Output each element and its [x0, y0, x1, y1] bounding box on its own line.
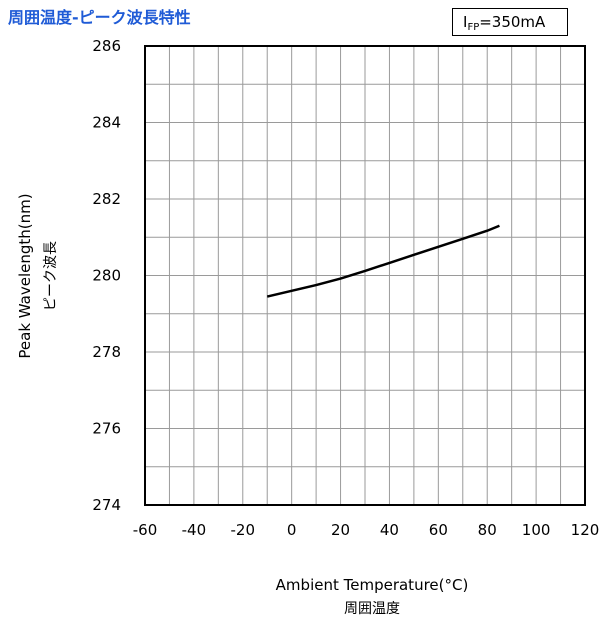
series-line	[266, 224, 500, 298]
y-tick-label: 280	[92, 267, 121, 285]
condition-value: =350mA	[479, 13, 546, 31]
x-tick-label: 40	[380, 521, 399, 539]
x-tick-label: 80	[478, 521, 497, 539]
plot-frame	[144, 45, 586, 506]
x-tick-label: 100	[522, 521, 551, 539]
y-axis-label: Peak Wavelength(nm)	[16, 193, 34, 359]
y-axis-label-jp: ピーク波長	[43, 241, 59, 311]
grid-lines	[145, 46, 585, 505]
x-tick-label: 120	[571, 521, 600, 539]
x-tick-label: -60	[133, 521, 158, 539]
y-tick-label: 274	[92, 496, 121, 514]
x-tick-label: 20	[331, 521, 350, 539]
y-tick-label: 282	[92, 190, 121, 208]
y-tick-label: 278	[92, 343, 121, 361]
tick-labels: -60 -40 -20 0 20 40 60 80 100 120 274 276 278 280 282 2…	[92, 37, 599, 539]
condition-symbol: I	[463, 13, 468, 31]
y-tick-label: 286	[92, 37, 121, 55]
y-tick-label: 276	[92, 420, 121, 438]
x-tick-label: -20	[231, 521, 256, 539]
y-tick-label: 284	[92, 114, 121, 132]
chart-title: 周囲温度-ピーク波長特性	[8, 8, 191, 27]
x-axis-label-jp: 周囲温度	[344, 601, 400, 617]
series-group	[266, 224, 500, 298]
x-tick-label: 0	[287, 521, 297, 539]
x-tick-label: -40	[182, 521, 207, 539]
x-tick-label: 60	[429, 521, 448, 539]
x-axis-label: Ambient Temperature(°C)	[275, 576, 469, 594]
condition-box: IFP=350mA	[452, 8, 568, 36]
condition-subscript: FP	[467, 22, 480, 33]
